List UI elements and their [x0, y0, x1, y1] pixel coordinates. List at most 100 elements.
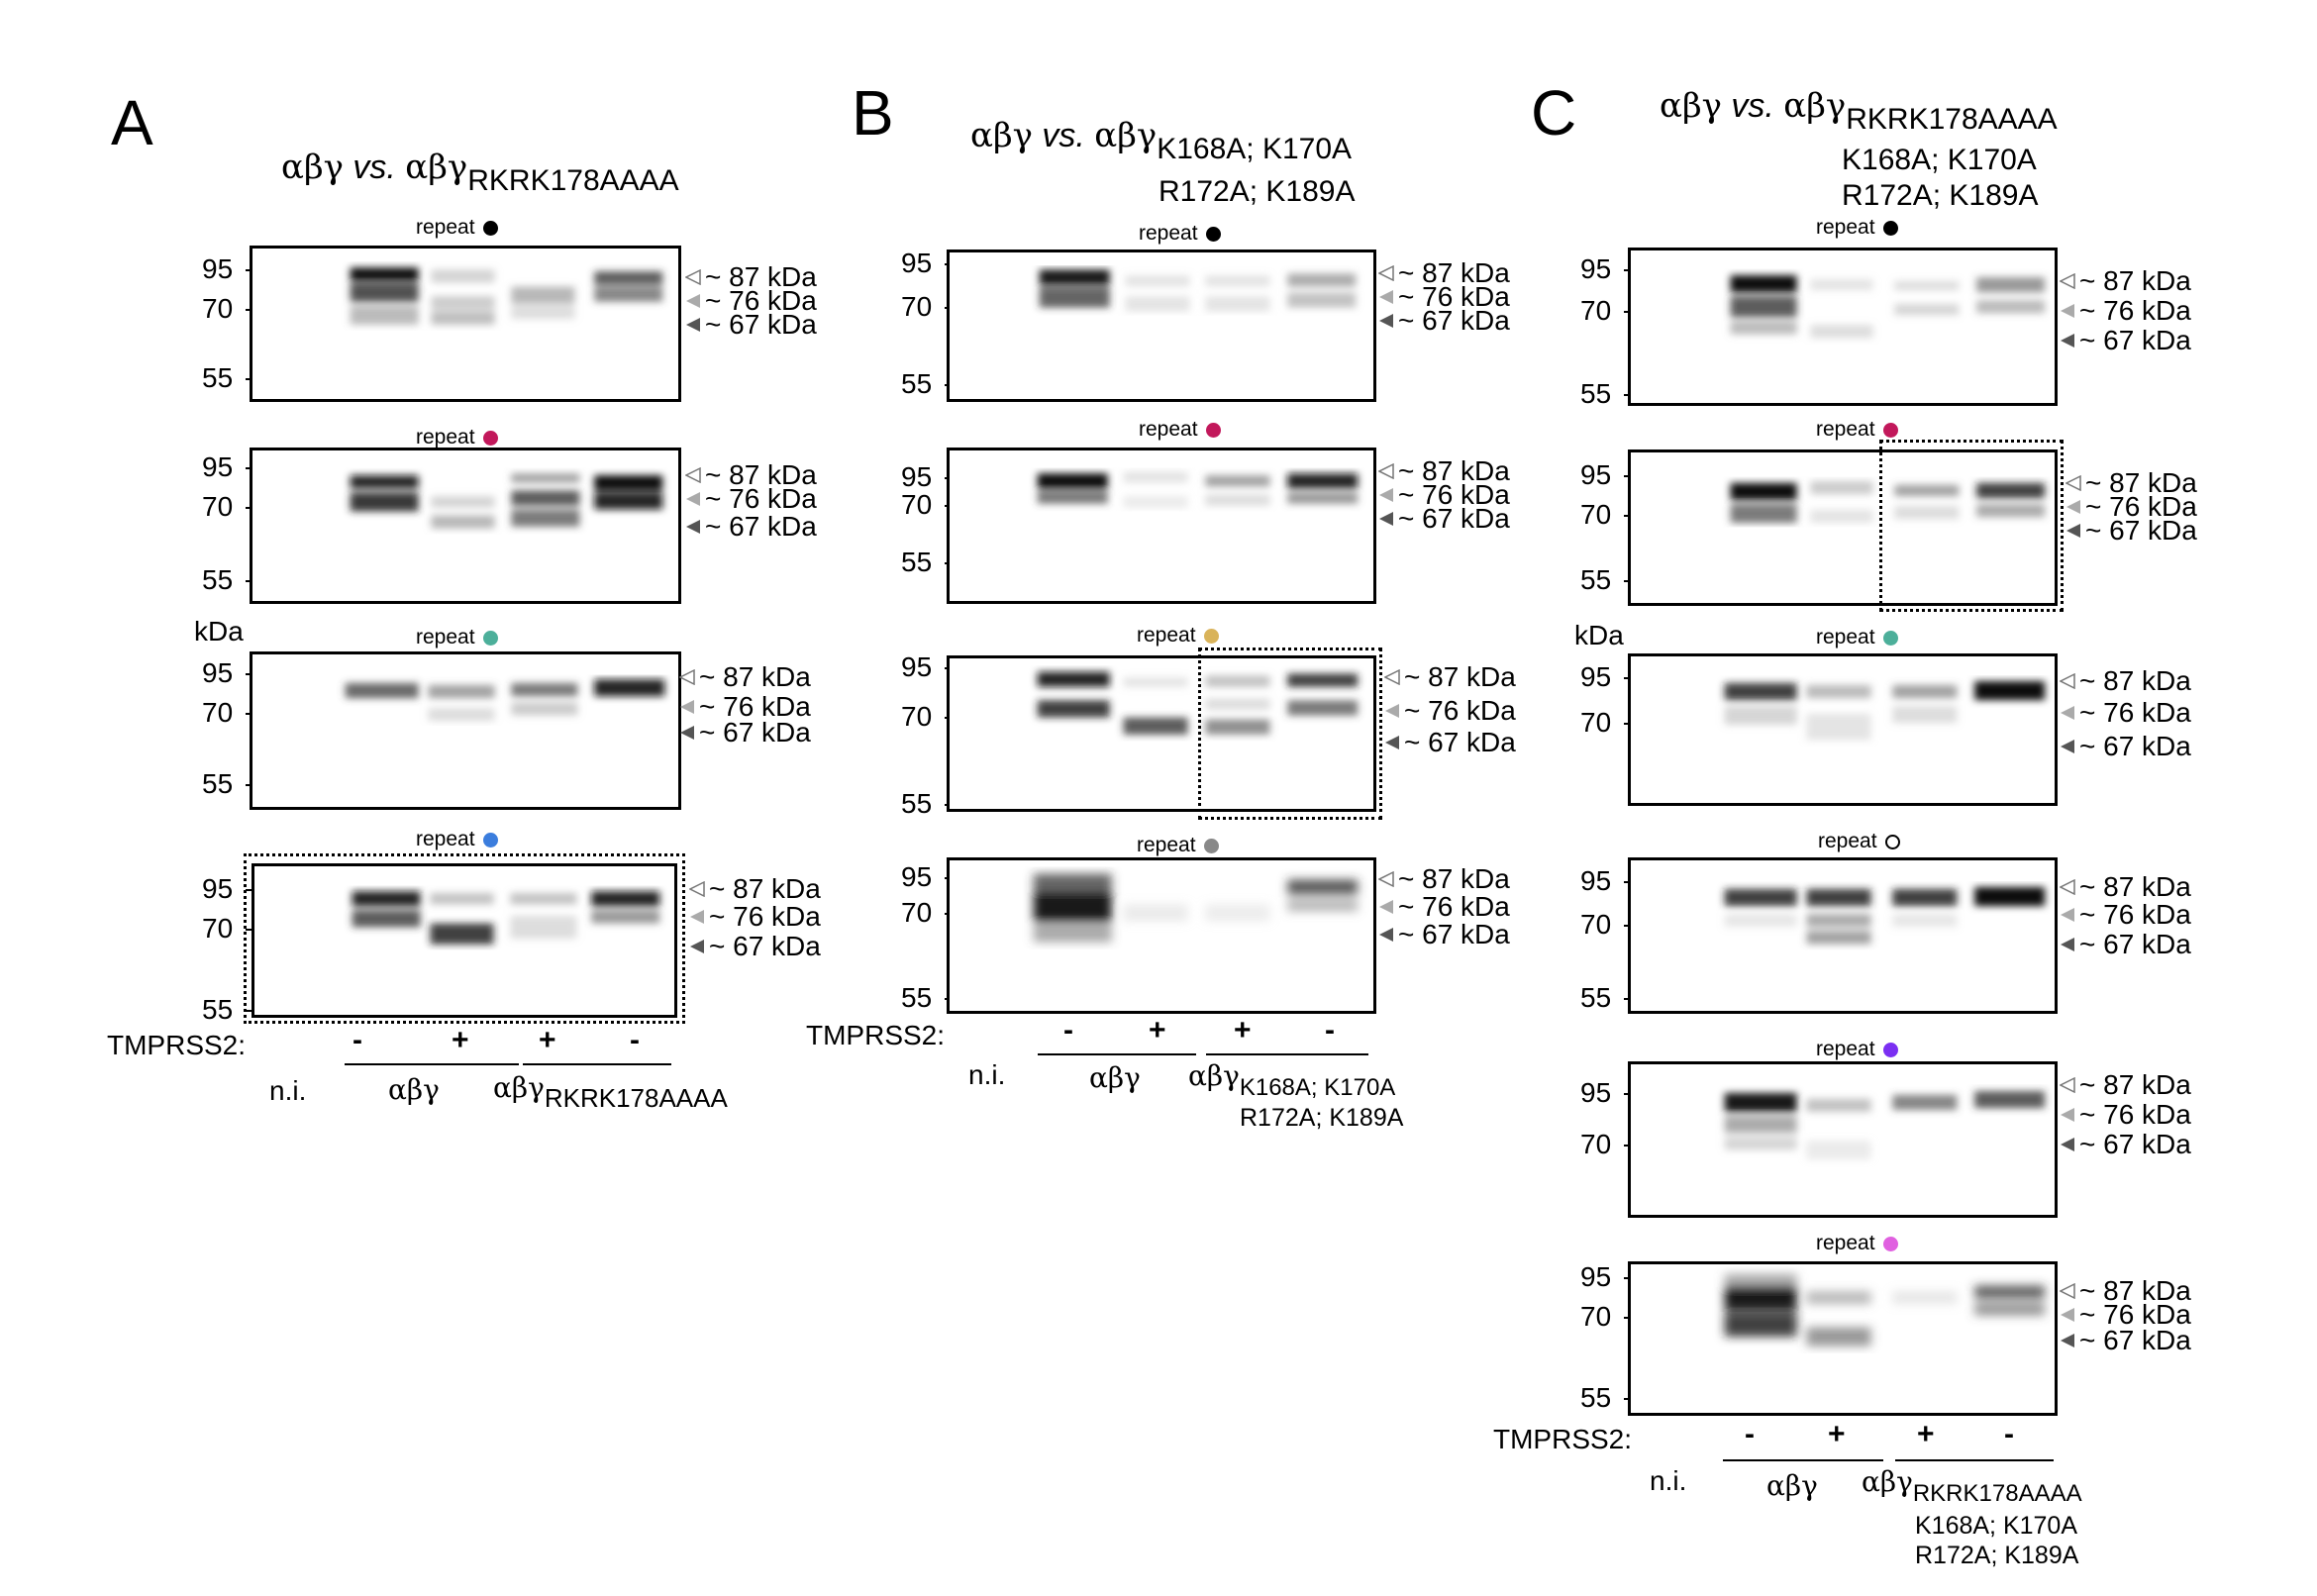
mw-70: 70 — [1580, 1129, 1637, 1159]
band-87: ~ 87 kDa — [1378, 455, 1510, 487]
group-label-line2: R172A; K189A — [1240, 1104, 1404, 1132]
mw-70: 70 — [1580, 1301, 1637, 1332]
mw-70: 70 — [1580, 295, 1637, 326]
band-76: ~ 76 kDa — [2060, 295, 2191, 327]
mw-95: 95 — [1580, 1261, 1637, 1292]
kda-axis-label: kDa — [1574, 620, 1624, 650]
mw-70: 70 — [901, 291, 957, 322]
band-67: ~ 67 kDa — [2060, 929, 2191, 960]
western-blot — [250, 246, 681, 402]
western-blot — [947, 655, 1376, 812]
western-blot — [947, 857, 1376, 1014]
mw-70: 70 — [202, 913, 258, 944]
mw-95: 95 — [1580, 661, 1637, 692]
gray-arrow-icon — [686, 492, 700, 506]
dark-arrow-icon — [686, 520, 700, 534]
mw-55: 55 — [1580, 378, 1637, 409]
group-label: αβγRKRK178AAAA — [493, 1071, 728, 1113]
highlight-box — [1198, 648, 1382, 820]
mw-55: 55 — [901, 547, 957, 577]
mw-95: 95 — [202, 451, 258, 482]
gray-arrow-icon — [2061, 1308, 2074, 1322]
group-label: αβγ — [1766, 1469, 1818, 1502]
repeat-dot-crimson — [1205, 422, 1221, 438]
repeat-dot-blue — [482, 832, 498, 848]
band-67: ~ 67 kDa — [679, 717, 811, 748]
gray-arrow-icon — [680, 700, 694, 714]
band-76: ~ 76 kDa — [1378, 891, 1510, 923]
group-label: αβγ — [388, 1073, 440, 1106]
gray-arrow-icon — [690, 910, 704, 924]
mw-55: 55 — [202, 994, 258, 1025]
gray-arrow-icon — [1385, 704, 1399, 718]
gray-arrow-icon — [1379, 290, 1393, 304]
repeat-label: repeat — [416, 426, 498, 449]
western-blot — [947, 249, 1376, 402]
repeat-dot-teal — [482, 630, 498, 646]
mw-70: 70 — [202, 697, 258, 728]
repeat-label: repeat — [1816, 626, 1898, 649]
open-arrow-icon — [2060, 879, 2075, 895]
dark-arrow-icon — [1385, 736, 1399, 749]
band-67: ~ 67 kDa — [685, 309, 817, 341]
band-67: ~ 67 kDa — [2060, 1325, 2191, 1356]
repeat-dot-black — [1205, 226, 1221, 242]
western-blot — [1628, 653, 2058, 806]
western-blot — [250, 651, 681, 810]
band-76: ~ 76 kDa — [1378, 281, 1510, 313]
gray-arrow-icon — [2061, 304, 2074, 318]
band-67: ~ 67 kDa — [2060, 1129, 2191, 1160]
lane-sign: - — [1063, 1014, 1073, 1047]
open-arrow-icon — [1378, 871, 1394, 887]
band-76: ~ 76 kDa — [1384, 695, 1516, 727]
ni-label: n.i. — [1650, 1465, 1687, 1496]
dark-arrow-icon — [2061, 740, 2074, 753]
lane-sign: - — [2004, 1418, 2014, 1450]
band-87: ~ 87 kDa — [685, 261, 817, 293]
repeat-label: repeat — [1816, 1232, 1898, 1255]
western-blot — [252, 863, 677, 1018]
dark-arrow-icon — [680, 726, 694, 740]
repeat-dot-gold — [1203, 628, 1219, 644]
open-arrow-icon — [1378, 463, 1394, 479]
lane-sign: + — [1828, 1418, 1846, 1450]
repeat-dot-pink — [1882, 1236, 1898, 1251]
lane-sign: + — [1149, 1014, 1166, 1047]
panel-b-letter: B — [852, 77, 894, 149]
mw-55: 55 — [202, 768, 258, 799]
open-arrow-icon — [689, 881, 705, 897]
dark-arrow-icon — [2066, 524, 2080, 538]
lane-sign: + — [452, 1024, 469, 1056]
dark-arrow-icon — [1379, 512, 1393, 526]
dark-arrow-icon — [690, 940, 704, 953]
gray-arrow-icon — [1379, 900, 1393, 914]
tmprss2-label: TMPRSS2: — [1493, 1424, 1633, 1454]
mw-95: 95 — [901, 861, 957, 892]
gray-arrow-icon — [2061, 908, 2074, 922]
band-76: ~ 76 kDa — [689, 901, 821, 933]
open-arrow-icon — [2060, 1077, 2075, 1093]
western-blot — [1628, 1061, 2058, 1218]
mw-70: 70 — [202, 293, 258, 324]
dark-arrow-icon — [2061, 1334, 2074, 1347]
mw-55: 55 — [1580, 1382, 1637, 1413]
gray-arrow-icon — [2061, 706, 2074, 720]
repeat-label: repeat — [1137, 624, 1219, 648]
band-87: ~ 87 kDa — [2060, 1275, 2191, 1307]
highlight-box — [1879, 440, 2064, 612]
western-blot — [250, 448, 681, 604]
lane-sign: - — [1325, 1014, 1335, 1047]
repeat-label: repeat — [1139, 222, 1221, 246]
dark-arrow-icon — [2061, 334, 2074, 348]
mw-95: 95 — [1580, 865, 1637, 896]
mw-70: 70 — [901, 701, 957, 732]
mw-95: 95 — [1580, 253, 1637, 284]
repeat-label: repeat — [416, 828, 498, 851]
highlight-box — [244, 853, 685, 1024]
lane-sign: - — [630, 1024, 640, 1056]
mw-70: 70 — [1580, 909, 1637, 940]
mw-70: 70 — [202, 491, 258, 522]
band-67: ~ 67 kDa — [1378, 919, 1510, 950]
panel-c-letter: C — [1531, 77, 1577, 149]
lane-sign: - — [1745, 1418, 1755, 1450]
